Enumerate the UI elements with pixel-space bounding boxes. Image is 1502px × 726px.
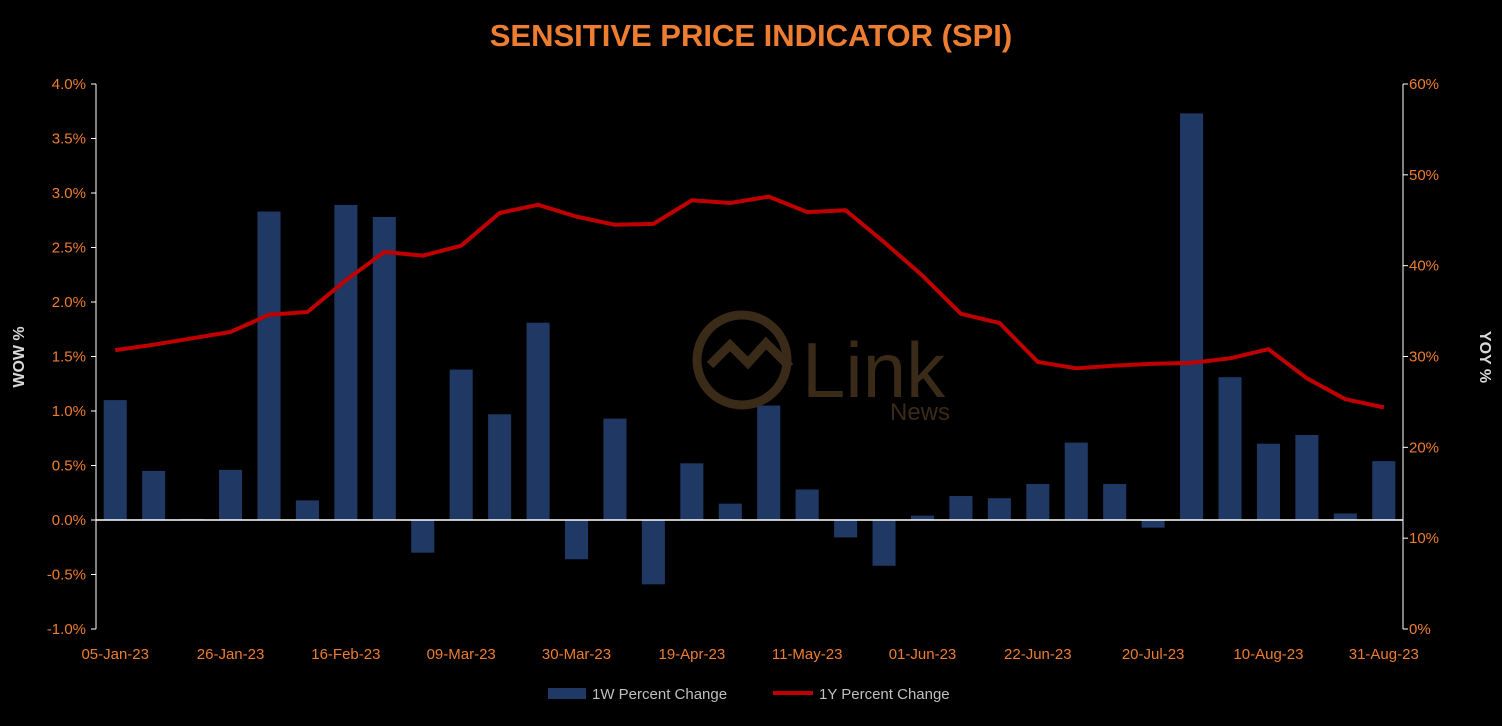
- y-tick-label-3: 2.5%: [52, 240, 86, 257]
- bar-1w-10: [488, 414, 512, 520]
- y-tick-label-5: 1.5%: [52, 349, 86, 366]
- y2-tick-label-1: 50%: [1409, 167, 1439, 184]
- y2-tick-label-3: 30%: [1409, 349, 1439, 366]
- bar-1w-25: [1064, 442, 1088, 520]
- x-tick-label-3: 09-Mar-23: [427, 646, 496, 663]
- bar-1w-19: [834, 520, 858, 538]
- left-axis-ticks: 4.0% 3.5% 3.0% 2.5% 2.0% 1.5% 1.0% 0.5% 0.0% -0.5…: [47, 76, 96, 638]
- bar-1w-18: [795, 489, 819, 520]
- bar-1w-0: [103, 400, 127, 520]
- x-tick-label-9: 20-Jul-23: [1122, 646, 1185, 663]
- bar-1w-4: [257, 211, 281, 520]
- legend-label-1w: 1W Percent Change: [592, 686, 727, 703]
- bar-1w-17: [757, 405, 781, 520]
- bar-1w-28: [1180, 113, 1204, 521]
- y-tick-label-1: 3.5%: [52, 131, 86, 148]
- bar-1w-9: [449, 369, 473, 520]
- bar-1w-20: [872, 520, 896, 566]
- bar-1w-12: [564, 520, 589, 560]
- y-tick-label-0: 4.0%: [52, 76, 86, 93]
- y-tick-label-10: -1.0%: [47, 621, 86, 638]
- bar-1w-7: [372, 216, 396, 521]
- y-axis-label: WOW %: [11, 326, 28, 387]
- x-tick-label-4: 30-Mar-23: [542, 646, 611, 663]
- legend-swatch-1w: [548, 688, 586, 699]
- bar-1w-3: [219, 469, 243, 520]
- bar-1w-14: [641, 520, 665, 585]
- y-tick-label-6: 1.0%: [52, 403, 86, 420]
- bar-1w-11: [526, 322, 550, 520]
- y2-tick-label-6: 0%: [1409, 621, 1431, 638]
- x-tick-label-11: 31-Aug-23: [1349, 646, 1419, 663]
- x-tick-label-8: 22-Jun-23: [1004, 646, 1072, 663]
- bar-1w-22: [949, 496, 973, 520]
- bar-1w-32: [1333, 513, 1357, 520]
- bar-1w-6: [334, 204, 358, 521]
- x-tick-label-10: 10-Aug-23: [1233, 646, 1303, 663]
- x-tick-label-7: 01-Jun-23: [889, 646, 957, 663]
- bar-series-1w: [103, 113, 1396, 585]
- legend-label-1y: 1Y Percent Change: [819, 686, 950, 703]
- bar-1w-13: [603, 418, 627, 520]
- y2-tick-label-5: 10%: [1409, 530, 1439, 547]
- x-axis-ticks: 05-Jan-23 26-Jan-23 16-Feb-23 09-Mar-23 30-M…: [81, 646, 1418, 663]
- bar-1w-5: [295, 500, 319, 520]
- y2-tick-label-0: 60%: [1409, 76, 1439, 93]
- chart-title: SENSITIVE PRICE INDICATOR (SPI): [489, 18, 1013, 53]
- bar-1w-16: [718, 503, 742, 520]
- y2-axis-label: YOY %: [1476, 331, 1493, 383]
- bar-1w-27: [1141, 520, 1165, 528]
- y-tick-label-8: 0.0%: [52, 512, 86, 529]
- y-tick-label-7: 0.5%: [52, 458, 86, 475]
- x-tick-label-2: 16-Feb-23: [311, 646, 380, 663]
- y2-tick-label-2: 40%: [1409, 258, 1439, 275]
- legend: 1W Percent Change 1Y Percent Change: [548, 686, 950, 703]
- x-tick-label-5: 19-Apr-23: [658, 646, 725, 663]
- y2-tick-label-4: 20%: [1409, 439, 1439, 456]
- y-tick-label-9: -0.5%: [47, 567, 86, 584]
- x-tick-label-6: 11-May-23: [772, 646, 843, 663]
- bar-1w-31: [1295, 434, 1319, 520]
- right-axis-ticks: 60% 50% 40% 30% 20% 10% 0%: [1403, 76, 1439, 638]
- bar-1w-15: [680, 463, 704, 520]
- y-tick-label-2: 3.0%: [52, 185, 86, 202]
- bar-1w-26: [1103, 484, 1127, 520]
- bar-1w-33: [1372, 461, 1396, 520]
- bar-1w-8: [411, 520, 435, 553]
- bar-1w-24: [1026, 484, 1050, 520]
- line-series-1y: [114, 194, 1385, 410]
- x-tick-label-0: 05-Jan-23: [81, 646, 149, 663]
- bar-1w-29: [1218, 377, 1242, 520]
- x-tick-label-1: 26-Jan-23: [197, 646, 265, 663]
- bar-1w-30: [1256, 443, 1280, 520]
- y-tick-label-4: 2.0%: [52, 294, 86, 311]
- bar-1w-23: [987, 498, 1011, 520]
- bar-1w-1: [142, 470, 166, 520]
- bar-1w-21: [910, 515, 935, 520]
